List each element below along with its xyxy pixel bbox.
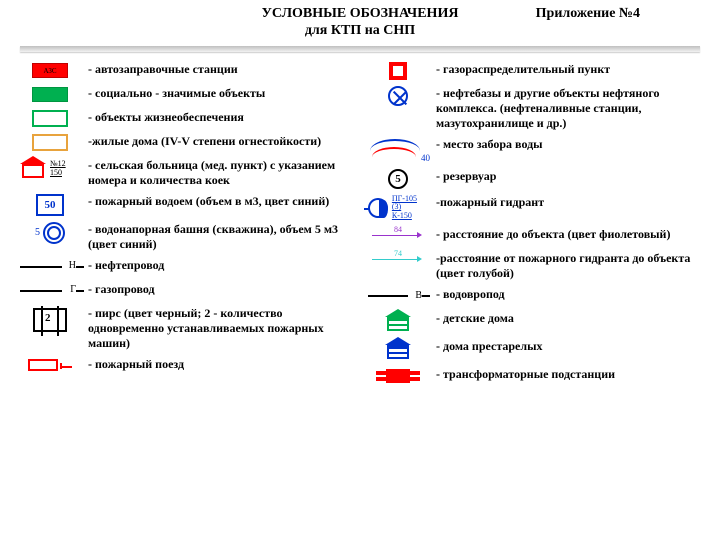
legend-desc: - пирс (цвет черный; 2 - количество одно… [88,306,352,351]
symbol-ring-blue: 5 [20,222,80,244]
symbol-water-intake: 40 [368,137,428,163]
legend-row: 2 - пирс (цвет черный; 2 - количество одн… [20,306,352,351]
left-column: АЗС - автозаправочные станции - социально … [20,62,352,391]
symbol-arrow-cyan: 74 [368,251,428,269]
legend-row: 50 - пожарный водоем (объем в м3, цвет си… [20,194,352,216]
legend-row: 84 - расстояние до объекта (цвет фиолетов… [368,227,700,245]
legend-row: ПГ-105 (3)К-150 -пожарный гидрант [368,195,700,221]
right-column: - газораспределительный пункт - нефтебазы… [368,62,700,391]
symbol-arrow-violet: 84 [368,227,428,245]
legend-page: УСЛОВНЫЕ ОБОЗНАЧЕНИЯ для КТП на СНП Прил… [0,0,720,540]
legend-row: В - водовропод [368,287,700,305]
header-divider [20,46,700,52]
symbol-fire-train [20,357,80,375]
symbol-hydrant: ПГ-105 (3)К-150 [368,195,428,221]
appendix-label: Приложение №4 [536,6,640,22]
symbol-sq-red-small [368,62,428,80]
legend-row: Н - нефтепровод [20,258,352,276]
symbol-circ-5: 5 [368,169,428,189]
legend-row: - детские дома [368,311,700,333]
legend-row: АЗС - автозаправочные станции [20,62,352,80]
page-title: УСЛОВНЫЕ ОБОЗНАЧЕНИЯ для КТП на СНП [262,6,459,40]
symbol-house-blue [368,339,428,361]
legend-row: Г - газопровод [20,282,352,300]
legend-row: - пожарный поезд [20,357,352,375]
symbol-pier: 2 [20,306,80,336]
legend-row: - социально - значимые объекты [20,86,352,104]
legend-row: - объекты жизнеобеспечения [20,110,352,128]
legend-desc: - газораспределительный пункт [436,62,700,77]
legend-row: №12150 - сельская больница (мед. пункт) с… [20,158,352,188]
legend-desc: - нефтебазы и другие объекты нефтяного к… [436,86,700,131]
legend-row: 5 - водонапорная башня (скважина), объем … [20,222,352,252]
legend-desc: -пожарный гидрант [436,195,700,210]
symbol-water-supply: В [368,287,428,305]
legend-row: 74 -расстояние от пожарного гидранта до о… [368,251,700,281]
legend-desc: - детские дома [436,311,700,326]
legend-row: - трансформаторные подстанции [368,367,700,385]
legend-row: 5 - резервуар [368,169,700,189]
legend-row: - нефтебазы и другие объекты нефтяного к… [368,86,700,131]
legend-row: 40 - место забора воды [368,137,700,163]
legend-row: -жилые дома (IV-V степени огнестойкости) [20,134,352,152]
legend-desc: - нефтепровод [88,258,352,273]
legend-desc: -расстояние от пожарного гидранта до объ… [436,251,700,281]
title-line1: УСЛОВНЫЕ ОБОЗНАЧЕНИЯ [262,6,459,21]
symbol-box-green-out [20,110,80,128]
symbol-transformer [368,367,428,385]
header: УСЛОВНЫЕ ОБОЗНАЧЕНИЯ для КТП на СНП Прил… [20,6,700,40]
symbol-box-blue-50: 50 [20,194,80,216]
legend-desc: - газопровод [88,282,352,297]
legend-desc: - пожарный водоем (объем в м3, цвет сини… [88,194,352,209]
legend-desc: - место забора воды [436,137,700,152]
legend-desc: - объекты жизнеобеспечения [88,110,352,125]
symbol-box-orange-out [20,134,80,152]
legend-desc: - водонапорная башня (скважина), объем 5… [88,222,352,252]
symbol-hospital: №12150 [20,158,80,180]
legend-row: - газораспределительный пункт [368,62,700,80]
symbol-box-red-filled: АЗС [20,62,80,80]
legend-row: - дома престарелых [368,339,700,361]
legend-desc: - водовропод [436,287,700,302]
legend-desc: - трансформаторные подстанции [436,367,700,382]
legend-desc: - социально - значимые объекты [88,86,352,101]
legend-desc: - пожарный поезд [88,357,352,372]
legend-desc: - дома престарелых [436,339,700,354]
legend-desc: - расстояние до объекта (цвет фиолетовый… [436,227,700,242]
legend-desc: - сельская больница (мед. пункт) с указа… [88,158,352,188]
symbol-house-green [368,311,428,333]
legend-desc: -жилые дома (IV-V степени огнестойкости) [88,134,352,149]
legend-columns: АЗС - автозаправочные станции - социально … [20,62,700,391]
symbol-circ-x [368,86,428,106]
symbol-pipe-line: Г [20,282,80,300]
title-line2: для КТП на СНП [305,23,415,38]
symbol-pipe-line: Н [20,258,80,276]
legend-desc: - резервуар [436,169,700,184]
legend-desc: - автозаправочные станции [88,62,352,77]
symbol-box-green-filled [20,86,80,104]
